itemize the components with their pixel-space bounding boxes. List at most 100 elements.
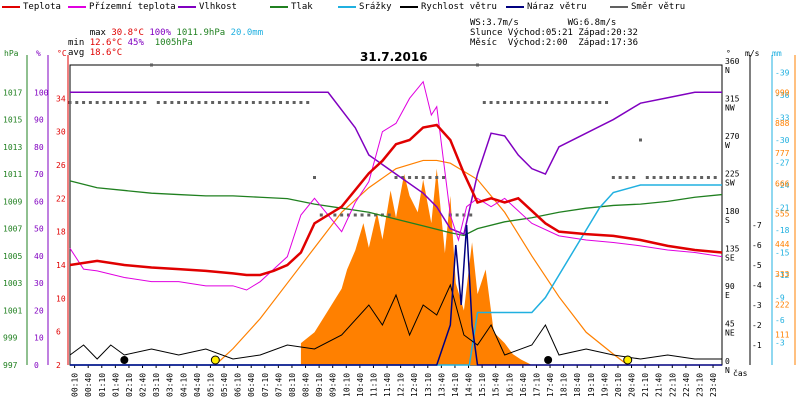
wind-dir-point	[177, 101, 181, 104]
x-tick-label: 18:40	[573, 373, 582, 397]
wind-dir-point	[584, 101, 588, 104]
wind-dir-point	[577, 101, 581, 104]
wind-dir-point	[183, 101, 187, 104]
wind-dir-point	[156, 101, 160, 104]
series-wind-gust	[70, 224, 722, 366]
x-tick-label: 06:10	[234, 373, 243, 397]
wind-dir-point	[672, 176, 676, 179]
wind-dir-point	[408, 176, 412, 179]
x-tick-label: 07:10	[261, 373, 270, 397]
wind-dir-point	[557, 101, 561, 104]
wind-dir-point	[380, 213, 384, 217]
wind-dir-tick-label: N	[725, 366, 730, 375]
stats-max-rain: 20.0mm	[230, 28, 264, 38]
x-tick-label: 02:40	[139, 373, 148, 397]
wind-dir-point	[659, 176, 663, 179]
x-tick-label: 04:10	[179, 373, 188, 397]
wind-dir-point	[530, 101, 534, 104]
wind-dir-point	[211, 101, 215, 104]
x-tick-label: 15:10	[478, 373, 487, 397]
legend-label: Tlak	[291, 2, 313, 12]
x-tick-label: 16:40	[519, 373, 528, 397]
sun-set: Západ:20:32	[578, 28, 638, 38]
wind-dir-point	[564, 101, 568, 104]
x-tick-label: 14:40	[465, 373, 474, 397]
humidity-tick: 10	[34, 334, 44, 343]
pressure-tick: 1003	[3, 279, 22, 288]
wind-dir-point	[204, 101, 208, 104]
wind-dir-point	[116, 101, 120, 104]
wind-dir-point	[88, 101, 92, 104]
wind-dir-tick: 360	[725, 57, 740, 66]
wind-speed-tick: -6	[752, 241, 762, 250]
wind-dir-point	[258, 101, 262, 104]
x-tick-label: 18:10	[560, 373, 569, 397]
legend-swatch	[178, 5, 196, 8]
rain-tick: -27	[775, 159, 790, 168]
x-tick-label: 17:10	[532, 373, 541, 397]
x-tick-label: 04:40	[193, 373, 202, 397]
rain-tick: -9	[775, 294, 785, 303]
wind-dir-tick: 180	[725, 207, 740, 216]
wind-dir-point	[346, 213, 350, 217]
rain-tick: -30	[775, 136, 790, 145]
wind-dir-point	[129, 101, 133, 104]
wind-dir-point	[109, 101, 113, 104]
wind-dir-point	[319, 213, 323, 217]
solar-tick: 999	[775, 89, 790, 98]
wind-dir-point	[299, 101, 303, 104]
wind-dir-tick: 0	[725, 357, 730, 366]
wind-dir-tick: 135	[725, 245, 740, 254]
x-tick-label: 20:10	[614, 373, 623, 397]
series-pressure	[69, 180, 723, 237]
legend-swatch	[338, 5, 356, 8]
rain-tick: -36	[775, 91, 790, 100]
wind-dir-point	[279, 101, 283, 104]
wind-speed-tick: -2	[752, 321, 762, 330]
wind-dir-point	[265, 101, 269, 104]
x-tick-label: 13:40	[437, 373, 446, 397]
temp-tick: 14	[56, 261, 66, 270]
x-tick-label: 05:40	[220, 373, 229, 397]
unit-deg: °	[726, 49, 731, 58]
rain-tick: -6	[775, 316, 785, 325]
solar-tick: 333	[775, 270, 790, 279]
wind-dir-point	[272, 101, 276, 104]
legend-item-1: Přízemní teplota	[68, 2, 176, 12]
x-tick-label: 10:40	[356, 373, 365, 397]
wind-dir-tick-label: NE	[725, 329, 735, 338]
x-tick-label: 01:40	[111, 373, 120, 397]
wind-dir-point	[95, 101, 99, 104]
wind-dir-point	[645, 176, 649, 179]
wind-dir-point	[442, 176, 446, 179]
wind-dir-point	[543, 101, 547, 104]
legend-item-7: Směr větru	[610, 2, 685, 12]
pressure-tick: 1017	[3, 88, 22, 97]
wind-dir-point	[231, 101, 235, 104]
wind-dir-point	[333, 213, 337, 217]
temp-tick: 22	[56, 194, 66, 203]
wind-dir-point	[401, 176, 405, 179]
pressure-tick: 1013	[3, 143, 22, 152]
wind-dir-point	[693, 176, 697, 179]
pressure-tick: 1001	[3, 306, 22, 315]
legend-label: Srážky	[359, 2, 392, 12]
temp-tick: 26	[56, 161, 66, 170]
wind-dir-tick-label: W	[725, 141, 730, 150]
wind-dir-point	[238, 101, 242, 104]
humidity-tick: 100	[34, 88, 49, 97]
wind-dir-point	[713, 176, 717, 179]
wind-dir-point	[217, 101, 221, 104]
wind-dir-point	[618, 176, 622, 179]
stats-block: max 30.8°C 100% 1011.9hPa 20.0mm min 12.…	[68, 18, 263, 68]
solar-tick: 666	[775, 179, 790, 188]
wind-dir-point	[482, 101, 486, 104]
wind-dir-point	[374, 213, 378, 217]
wind-dir-point	[591, 101, 595, 104]
wind-dir-tick-label: N	[725, 66, 730, 75]
wind-dir-point	[170, 101, 174, 104]
wind-dir-point	[462, 213, 466, 217]
temp-tick: 6	[56, 328, 61, 337]
pressure-tick: 999	[3, 334, 18, 343]
wind-dir-point	[469, 213, 473, 217]
